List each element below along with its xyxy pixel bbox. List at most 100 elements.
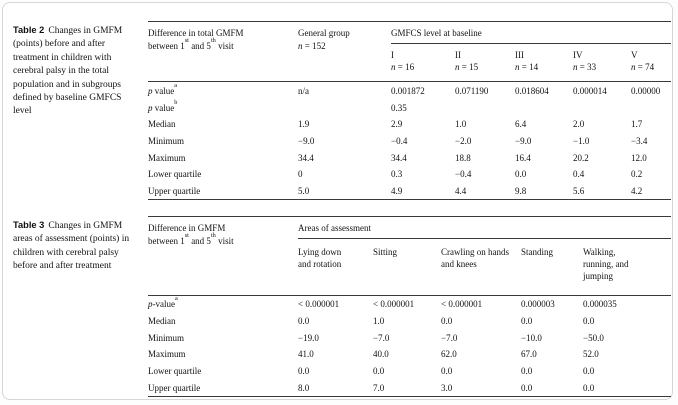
table-row: Minimum −19.0 −7.0 −7.0 −10.0 −50.0 (148, 329, 671, 346)
cell (573, 99, 631, 116)
table-row: Maximum 34.4 34.4 18.8 16.4 20.2 12.0 (148, 149, 671, 166)
cell: 41.0 (298, 349, 314, 360)
cell: < 0.000001 (298, 299, 340, 310)
table2-stub-header: Difference in total GMFM between 1st and… (148, 21, 298, 83)
table2-level-header: II n = 15 (455, 43, 515, 83)
cell: 2.9 (391, 119, 403, 130)
cell: 0.000035 (583, 299, 617, 310)
cell: −0.4 (391, 136, 408, 147)
table2-spanner-header: GMFCS level at baseline (391, 21, 672, 44)
table-row: p valueb 0.35 (148, 99, 671, 116)
cell: 0.2 (631, 169, 643, 180)
cell: 4.2 (631, 186, 643, 197)
row-label: Minimum (148, 136, 185, 147)
level-n: n = 74 (631, 62, 655, 72)
table2-stub-line2: between 1st and 5th visit (148, 36, 234, 51)
cell: 0.000014 (573, 86, 607, 96)
table-row: Upper quartile 5.0 4.9 4.4 9.8 5.6 4.2 (148, 183, 671, 200)
cell (298, 99, 391, 116)
cell: 34.4 (391, 152, 407, 163)
cell: 1.0 (455, 119, 467, 130)
cell: −50.0 (583, 332, 604, 343)
cell: −3.4 (631, 136, 648, 147)
cell: 0.0 (441, 366, 453, 377)
table3-area-header: Crawling on hands and knees (441, 238, 521, 296)
table-row: Median 1.9 2.9 1.0 6.4 2.0 1.7 (148, 116, 671, 133)
table-row: p-valuea < 0.000001 < 0.000001 < 0.00000… (148, 295, 671, 312)
cell: 0.0 (298, 366, 310, 377)
cell: 1.0 (373, 316, 385, 327)
table-row: Lower quartile 0 0.3 −0.4 0.0 0.4 0.2 (148, 166, 671, 183)
row-label: Upper quartile (148, 382, 201, 393)
table2-level-header: III n = 14 (515, 43, 573, 83)
cell: 7.0 (373, 382, 385, 393)
cell: 0.0 (583, 316, 595, 327)
cell: 0.00000 (631, 86, 661, 96)
table2: Difference in total GMFM between 1st and… (148, 21, 672, 201)
table2-wrap: Difference in total GMFM between 1st and… (148, 21, 672, 201)
table-row: Minimum −9.0 −0.4 −2.0 −9.0 −1.0 −3.4 (148, 132, 671, 149)
cell: 8.0 (298, 382, 310, 393)
level-label: I (391, 49, 394, 60)
cell: 4.9 (391, 186, 403, 197)
cell: −9.0 (515, 136, 532, 147)
cell: 34.4 (298, 152, 314, 163)
table3-area-header: Standing (521, 238, 583, 296)
cell: 0.3 (391, 169, 403, 180)
table3-area-header: Sitting (373, 238, 441, 296)
cell: 0.0 (521, 366, 533, 377)
cell: 52.0 (583, 349, 599, 360)
cell: 0.0 (373, 366, 385, 377)
level-label: III (515, 49, 524, 60)
area-label: Standing (521, 246, 554, 257)
cell: 5.0 (298, 186, 310, 197)
cell: 2.0 (573, 119, 585, 130)
cell: 1.7 (631, 119, 643, 130)
table2-caption: Table 2 Changes in GMFM (points) before a… (13, 24, 141, 119)
cell: 40.0 (373, 349, 389, 360)
paper-card: Table 2 Changes in GMFM (points) before a… (2, 2, 673, 400)
cell: 18.8 (455, 152, 471, 163)
cell: −1.0 (573, 136, 590, 147)
table2-level-header: I n = 16 (391, 43, 455, 83)
table3-area-header: Walking, running, and jumping (583, 238, 672, 296)
table3-stub-header: Difference in GMFM between 1st and 5th v… (148, 216, 298, 296)
table3-stub-line1: Difference in GMFM (148, 223, 226, 233)
area-label: Walking, running, and jumping (583, 246, 629, 282)
area-label: Sitting (373, 246, 398, 257)
cell: 0.0 (521, 316, 533, 327)
table3-caption-label: Table 3 (13, 220, 45, 230)
cell: 0.0 (583, 366, 595, 377)
table3-caption-text: Changes in GMFM areas of assessment (poi… (13, 221, 130, 272)
area-label: Lying down and rotation (298, 246, 342, 269)
table3: Difference in GMFM between 1st and 5th v… (148, 216, 672, 397)
cell: 0.000003 (521, 299, 555, 310)
row-label: Median (148, 316, 176, 327)
row-label: p valuea (148, 82, 178, 96)
row-label: p-valuea (148, 295, 178, 310)
cell: 1.9 (298, 119, 310, 130)
table-row: p valuea n/a 0.001872 0.071190 0.018604 … (148, 82, 671, 99)
cell: 5.6 (573, 186, 585, 197)
level-n: n = 33 (573, 62, 597, 72)
level-n: n = 15 (455, 62, 479, 72)
cell: 62.0 (441, 349, 457, 360)
cell: 0.0 (515, 169, 527, 180)
row-label: Upper quartile (148, 186, 201, 197)
cell: 0.0 (521, 382, 533, 393)
cell: 0.0 (583, 382, 595, 393)
cell: 67.0 (521, 349, 537, 360)
cell: 3.0 (441, 382, 453, 393)
cell (631, 99, 671, 116)
table3-wrap: Difference in GMFM between 1st and 5th v… (148, 216, 672, 397)
table-row: Upper quartile 8.0 7.0 3.0 0.0 0.0 (148, 379, 671, 396)
row-label: Lower quartile (148, 169, 202, 180)
row-label: Median (148, 119, 176, 130)
cell: n/a (298, 86, 309, 96)
cell: 16.4 (515, 152, 531, 163)
table3-stub-line2: between 1st and 5th visit (148, 231, 234, 246)
row-label: p valueb (148, 98, 178, 113)
table-row: Median 0.0 1.0 0.0 0.0 0.0 (148, 313, 671, 330)
cell: 0.0 (298, 316, 310, 327)
cell: 0.018604 (515, 86, 549, 96)
